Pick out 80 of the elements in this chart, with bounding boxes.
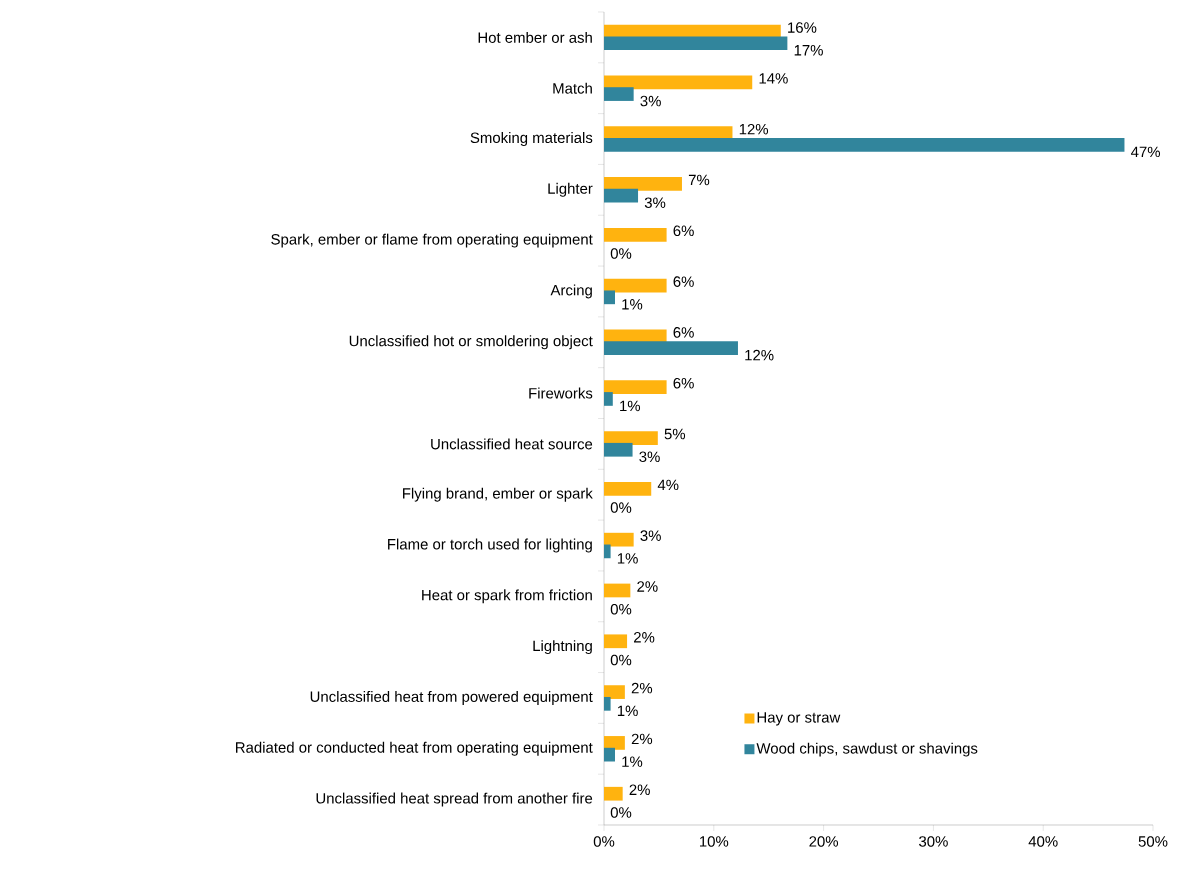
data-label: 14%: [759, 73, 788, 84]
bar: [604, 392, 613, 406]
y-tick-label: Match: [553, 82, 592, 94]
y-tick-label: Unclassified heat source: [431, 438, 593, 450]
data-label: 17%: [794, 45, 823, 56]
data-label: 12%: [739, 123, 769, 135]
data-label: 6%: [673, 276, 694, 287]
y-tick-label: Lightning: [533, 640, 592, 655]
y-tick-label: Unclassified heat spread from another fire: [316, 792, 593, 807]
bar: [604, 786, 623, 801]
x-tick-label: 50%: [1138, 836, 1168, 847]
bar: [604, 747, 615, 762]
x-tick-label: 10%: [699, 836, 729, 847]
data-label: 5%: [664, 428, 686, 440]
y-tick-label: Smoking materials: [470, 132, 593, 146]
x-tick-label: 30%: [919, 836, 948, 847]
bar: [604, 442, 633, 457]
bar: [604, 75, 753, 90]
data-label: 2%: [629, 784, 650, 795]
y-tick-label: Heat or spark from friction: [422, 589, 592, 604]
data-label: 3%: [640, 95, 661, 107]
bar: [604, 380, 667, 395]
data-label: 1%: [617, 553, 638, 564]
bar: [604, 583, 631, 598]
data-label: 12%: [745, 349, 774, 361]
y-tick-label: Unclassified heat from powered equipment: [310, 691, 593, 705]
bar: [604, 36, 788, 51]
bar: [604, 696, 611, 711]
x-tick-label: 0%: [593, 836, 615, 847]
bar: [604, 481, 652, 496]
bar: [604, 138, 1125, 152]
y-tick-label: Lighter: [548, 182, 593, 197]
data-label: 2%: [637, 581, 658, 592]
bar: [604, 290, 615, 305]
x-tick-label: 40%: [1028, 836, 1058, 847]
bar: [604, 87, 634, 101]
bar: [604, 431, 658, 445]
data-label: 6%: [673, 327, 694, 338]
data-label: 1%: [617, 705, 638, 717]
data-label: 0%: [610, 502, 632, 513]
data-label: 4%: [657, 479, 679, 491]
y-tick-label: Unclassified hot or smoldering object: [349, 335, 593, 350]
bar: [604, 227, 667, 242]
data-label: 6%: [673, 225, 694, 237]
data-label: 47%: [1131, 146, 1161, 158]
data-label: 3%: [640, 530, 661, 541]
data-label: 0%: [610, 248, 632, 259]
data-label: 0%: [610, 603, 632, 615]
bar: [604, 634, 628, 649]
y-tick-label: Flame or torch used for lighting: [388, 538, 592, 553]
data-label: 2%: [634, 632, 655, 643]
bar: [604, 278, 667, 293]
data-label: 0%: [610, 807, 632, 818]
bar: [604, 736, 625, 750]
x-tick-label: 20%: [809, 836, 839, 847]
y-tick-label: Flying brand, ember or spark: [403, 487, 593, 502]
bar: [604, 685, 625, 699]
data-label: 6%: [673, 377, 694, 389]
data-label: 2%: [631, 733, 653, 745]
data-label: 1%: [622, 299, 643, 310]
data-label: 2%: [631, 682, 653, 694]
y-tick-label: Fireworks: [529, 387, 593, 399]
data-label: 16%: [788, 22, 817, 33]
bar: [604, 532, 634, 547]
data-label: 7%: [688, 174, 710, 186]
data-label: 1%: [620, 400, 641, 412]
legend-label: Hay or straw: [757, 712, 841, 726]
bar: [604, 188, 639, 203]
bar: [604, 177, 682, 191]
data-label: 1%: [622, 756, 643, 767]
bar: [604, 544, 611, 559]
data-label: 3%: [639, 451, 660, 463]
y-tick-label: Spark, ember or flame from operating equipment: [271, 233, 593, 248]
data-label: 0%: [610, 654, 632, 666]
data-label: 3%: [644, 197, 666, 208]
y-tick-label: Hot ember or ash: [478, 31, 592, 43]
y-tick-label: Radiated or conducted heat from operating equipment: [236, 741, 593, 756]
y-tick-label: Arcing: [550, 284, 592, 299]
legend-label: Wood chips, sawdust or shavings: [756, 742, 978, 757]
bar: [604, 341, 738, 355]
